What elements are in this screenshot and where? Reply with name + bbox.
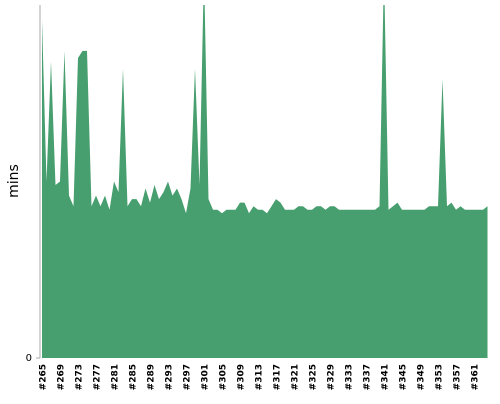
x-tick-label: #301 [201, 364, 211, 390]
x-tick-label: #305 [219, 364, 229, 390]
y-tick-label: 0 [26, 353, 32, 364]
x-tick-label: #281 [111, 364, 121, 390]
x-tick-label: #317 [273, 364, 283, 390]
x-tick-label: #293 [165, 364, 175, 390]
x-tick-label: #269 [57, 364, 67, 390]
x-tick-label: #333 [345, 364, 355, 390]
x-tick-label: #357 [453, 364, 463, 390]
x-tick-label: #273 [75, 364, 85, 390]
x-tick-label: #345 [399, 364, 409, 390]
x-tick-label: #277 [93, 364, 103, 390]
plot-area [42, 5, 488, 358]
x-tick-label: #337 [363, 364, 373, 390]
x-tick-label: #265 [39, 364, 49, 390]
x-tick-label: #285 [129, 364, 139, 390]
x-tick-label: #297 [183, 364, 193, 390]
x-tick-label: #289 [147, 364, 157, 390]
x-tick-label: #329 [327, 364, 337, 390]
x-tick-label: #349 [417, 364, 427, 390]
x-tick-label: #313 [255, 364, 265, 390]
x-tick-label: #309 [237, 364, 247, 390]
x-tick-label: #361 [471, 364, 481, 390]
y-axis-label: mins [6, 164, 22, 198]
x-tick-label: #353 [435, 364, 445, 390]
x-tick-label: #325 [309, 364, 319, 390]
area [42, 5, 488, 358]
x-tick-label: #341 [381, 364, 391, 390]
x-tick-label: #321 [291, 364, 301, 390]
